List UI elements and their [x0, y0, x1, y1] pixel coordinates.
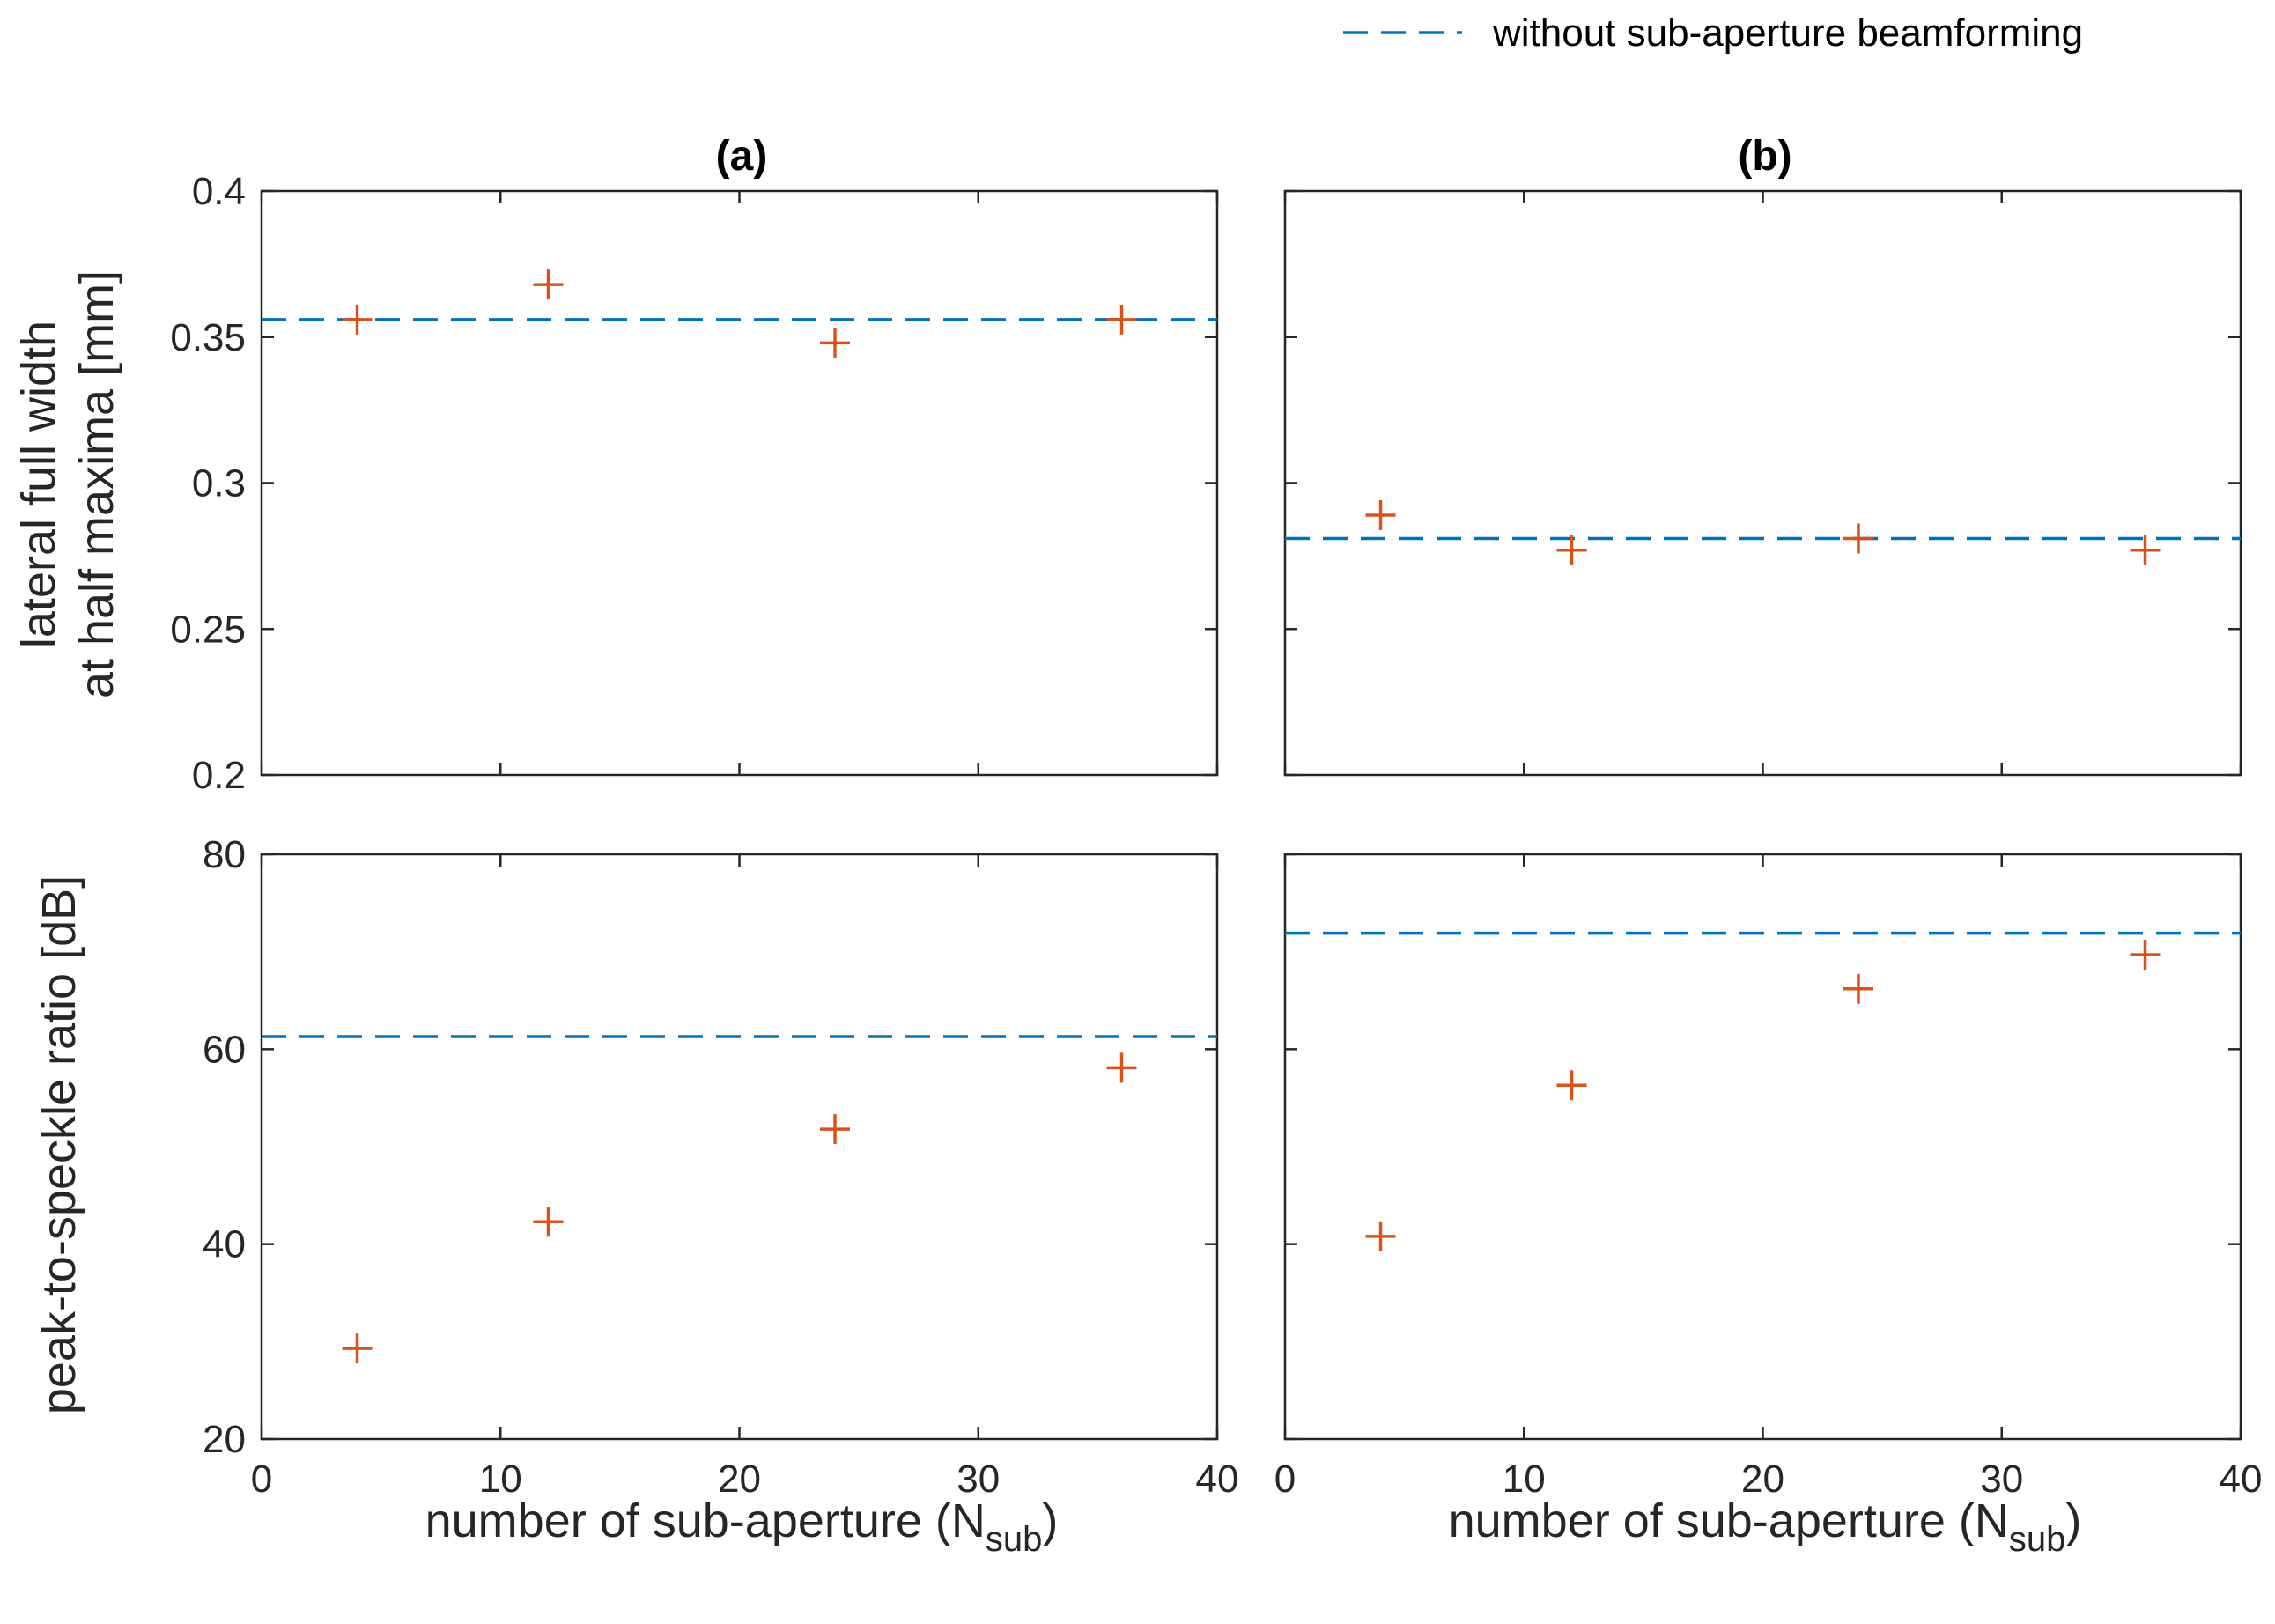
data-point [820, 328, 850, 358]
panel-a-top: 0.2 0.25 0.3 0.35 0.4 [170, 170, 1219, 797]
y-tick-label: 0.3 [192, 462, 246, 506]
x-axis-label-b-subscript: sub [2009, 1520, 2066, 1559]
data-point [342, 1333, 373, 1364]
y-tick-label: 60 [203, 1028, 246, 1071]
axes-box [1283, 853, 2242, 1441]
x-axis-label-b-close: ) [2065, 1495, 2081, 1547]
y-tick-label: 0.4 [192, 170, 246, 213]
data-point [1843, 973, 1873, 1004]
x-tick-label: 0 [1274, 1458, 1296, 1501]
legend-label: without sub-aperture beamforming [1492, 11, 2083, 55]
data-point [2130, 939, 2161, 970]
y-axis-label-top-line1: lateral full width [12, 321, 65, 648]
axes-box [260, 853, 1219, 1441]
y-tick-label: 0.35 [170, 316, 246, 359]
x-tick-label: 30 [1980, 1458, 2023, 1501]
x-axis-label-a-close: ) [1042, 1495, 1058, 1547]
y-tick-label: 20 [203, 1418, 246, 1461]
data-point [1365, 1221, 1396, 1251]
panel-b-bottom: 0 10 20 30 40 [1274, 853, 2263, 1501]
y-tick-label: 0.25 [170, 608, 246, 651]
x-tick-label: 0 [251, 1458, 272, 1501]
x-tick-label: 40 [2220, 1458, 2263, 1501]
data-point [342, 304, 373, 335]
axes-box [1283, 189, 2242, 777]
y-axis-label-top-line2: at half maxima [mm] [70, 270, 123, 698]
panel-title-a: (a) [716, 133, 768, 180]
panel-b-top [1283, 189, 2242, 777]
panel-title-b: (b) [1738, 133, 1791, 180]
x-axis-label-b-main: number of sub-aperture (N [1449, 1495, 2009, 1547]
x-axis-label-b: number of sub-aperture (Nsub) [1449, 1495, 2082, 1559]
x-axis-label-a-main: number of sub-aperture (N [425, 1495, 986, 1547]
x-tick-label: 20 [718, 1458, 761, 1501]
x-axis-label-a: number of sub-aperture (Nsub) [425, 1495, 1059, 1559]
data-point [1843, 523, 1873, 554]
x-tick-label: 20 [1741, 1458, 1784, 1501]
data-point [820, 1114, 850, 1145]
axes-box [260, 189, 1219, 777]
data-point [533, 1207, 564, 1237]
data-point [1365, 499, 1396, 530]
panel-a-bottom: 0 10 20 30 40 20 40 60 80 [203, 833, 1238, 1501]
x-axis-label-a-subscript: sub [986, 1520, 1043, 1559]
x-tick-label: 10 [1503, 1458, 1546, 1501]
data-point [1106, 304, 1137, 335]
data-point [1556, 1070, 1587, 1101]
data-point [2130, 535, 2161, 565]
y-tick-label: 40 [203, 1223, 246, 1266]
y-axis-label-bottom: peak-to-speckle ratio [dB] [33, 875, 85, 1414]
data-point [533, 269, 564, 300]
legend: without sub-aperture beamforming [1343, 11, 2083, 55]
data-point [1556, 535, 1587, 565]
x-tick-label: 40 [1196, 1458, 1239, 1501]
y-tick-label: 0.2 [192, 754, 246, 797]
y-tick-label: 80 [203, 833, 246, 876]
x-tick-label: 30 [957, 1458, 1000, 1501]
x-tick-label: 10 [479, 1458, 522, 1501]
data-point [1106, 1052, 1137, 1083]
